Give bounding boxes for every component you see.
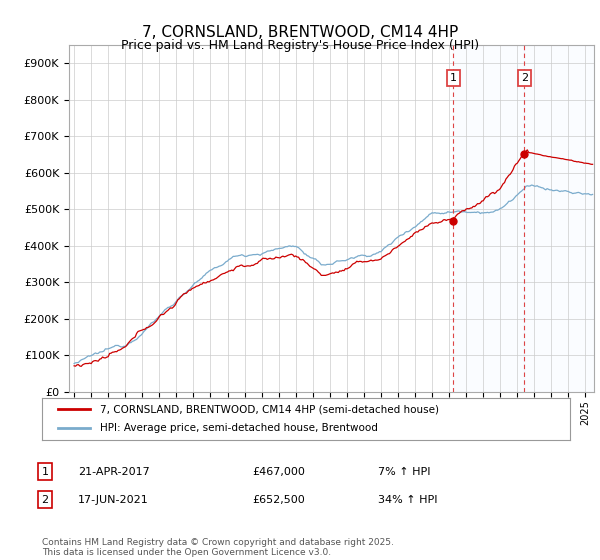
Text: £652,500: £652,500 [252,494,305,505]
Text: 34% ↑ HPI: 34% ↑ HPI [378,494,437,505]
Text: Price paid vs. HM Land Registry's House Price Index (HPI): Price paid vs. HM Land Registry's House … [121,39,479,52]
Bar [454,45,524,392]
Text: 7% ↑ HPI: 7% ↑ HPI [378,466,431,477]
Text: £467,000: £467,000 [252,466,305,477]
Text: Contains HM Land Registry data © Crown copyright and database right 2025.
This d: Contains HM Land Registry data © Crown c… [42,538,394,557]
Text: 2: 2 [521,73,528,83]
Text: 1: 1 [450,73,457,83]
Text: 7, CORNSLAND, BRENTWOOD, CM14 4HP (semi-detached house): 7, CORNSLAND, BRENTWOOD, CM14 4HP (semi-… [100,404,439,414]
Text: 1: 1 [41,466,49,477]
Text: HPI: Average price, semi-detached house, Brentwood: HPI: Average price, semi-detached house,… [100,423,378,433]
Bar [524,45,596,392]
Text: 21-APR-2017: 21-APR-2017 [78,466,150,477]
Text: 17-JUN-2021: 17-JUN-2021 [78,494,149,505]
Text: 7, CORNSLAND, BRENTWOOD, CM14 4HP: 7, CORNSLAND, BRENTWOOD, CM14 4HP [142,25,458,40]
Text: 2: 2 [41,494,49,505]
